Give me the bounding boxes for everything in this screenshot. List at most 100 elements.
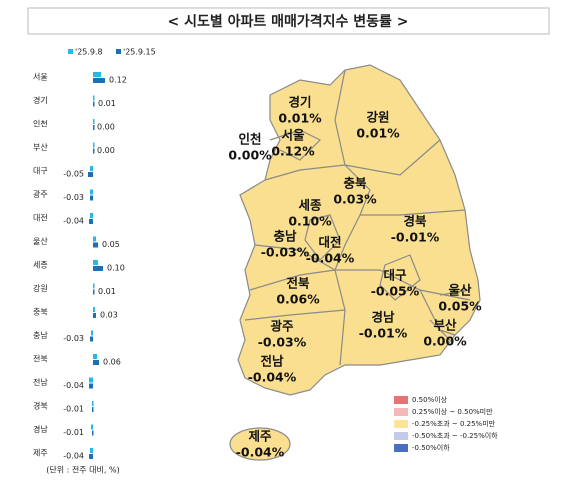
map: [229, 64, 481, 461]
value-label: 0.10: [107, 264, 125, 273]
bar: [93, 142, 95, 148]
y-tick-label: 제주: [33, 449, 48, 458]
y-tick-label: 경북: [33, 401, 48, 411]
value-label: -0.03: [63, 334, 84, 343]
bar: [92, 401, 94, 406]
bar: [89, 383, 93, 389]
region-name: 전남: [260, 354, 284, 369]
region-name: 경남: [371, 310, 395, 325]
bar: [89, 454, 93, 459]
region-name: 전북: [286, 276, 310, 291]
map-legend-label: -0.50%이하: [412, 443, 450, 452]
bar: [93, 101, 95, 107]
region-value: -0.04%: [306, 251, 355, 266]
bar: [93, 242, 98, 248]
y-tick-label: 광주: [33, 189, 48, 199]
value-label: 0.06: [103, 358, 121, 367]
region-borders: [244, 69, 471, 366]
chart-title: < 시도별 아파트 매매가격지수 변동률 >: [167, 13, 408, 30]
y-tick-label: 전북: [33, 354, 48, 364]
bar: [92, 407, 94, 412]
region-value: 0.01%: [278, 111, 322, 126]
value-label: 0.00: [97, 146, 115, 155]
map-legend-swatch: [394, 420, 408, 428]
value-label: 0.01: [98, 287, 116, 296]
bar: [90, 336, 93, 342]
region-name: 광주: [270, 319, 294, 334]
value-label: 0.00: [97, 123, 115, 132]
region-name: 부산: [433, 318, 457, 333]
y-tick-label: 충남: [33, 331, 48, 340]
y-tick-label: 전남: [33, 377, 48, 387]
region-value: -0.03%: [258, 335, 307, 350]
region-value: -0.01%: [359, 326, 408, 341]
bar: [93, 260, 98, 265]
bar: [93, 354, 97, 359]
region-name: 제주: [248, 429, 272, 444]
value-label: -0.03: [63, 193, 84, 202]
bar: [91, 424, 93, 430]
value-label: 0.01: [98, 99, 116, 108]
region-value: -0.04%: [248, 370, 297, 385]
bar: [93, 95, 95, 101]
region-value: 0.10%: [288, 214, 332, 229]
bar: [93, 266, 103, 271]
bar: [93, 307, 95, 312]
map-legend-label: -0.50%초과 ~ -0.25%이하: [412, 431, 498, 440]
region-name: 경기: [288, 95, 311, 110]
y-tick-label: 대구: [33, 167, 48, 176]
region-value: -0.03%: [261, 245, 310, 260]
region-name: 인천: [238, 132, 261, 147]
value-label: -0.01: [63, 428, 84, 437]
bar: [93, 148, 95, 154]
bar: [93, 360, 99, 365]
y-tick-label: 세종: [33, 261, 48, 270]
region-name: 서울: [281, 128, 305, 143]
map-legend-swatch: [394, 396, 408, 404]
region-value: 0.03%: [333, 192, 377, 207]
y-tick-label: 울산: [33, 236, 48, 246]
map-legend-swatch: [394, 408, 408, 416]
bar: [89, 377, 93, 383]
mainland: [237, 64, 481, 396]
y-tick-label: 강원: [33, 283, 48, 293]
region-name: 대구: [383, 268, 407, 283]
jeju-island: [229, 427, 291, 461]
region-value: -0.01%: [391, 230, 440, 245]
region-value: -0.04%: [236, 445, 285, 460]
title-box: [27, 7, 550, 35]
bar: [89, 219, 93, 224]
bar: [93, 119, 95, 124]
bar: [90, 213, 93, 218]
value-label: -0.05: [63, 170, 84, 179]
bar: [92, 430, 94, 436]
region-value: -0.05%: [371, 284, 420, 299]
region-name: 대전: [318, 235, 341, 250]
bar: [93, 78, 105, 83]
map-legend-swatch: [394, 444, 408, 452]
region-name: 충북: [343, 176, 367, 191]
value-label: 0.05: [102, 240, 120, 249]
region-name: 경북: [403, 214, 427, 229]
region-value: 0.00%: [228, 148, 272, 163]
unit-note: (단위 : 전주 대비, %): [46, 465, 119, 475]
map-legend-label: 0.50%이상: [412, 395, 448, 404]
bar: [88, 172, 93, 177]
y-tick-label: 대전: [33, 213, 48, 223]
region-name: 세종: [298, 198, 322, 213]
region-value: 0.01%: [356, 126, 400, 141]
value-label: -0.04: [63, 217, 84, 226]
bar: [93, 283, 95, 289]
y-tick-label: 서울: [33, 73, 48, 82]
bar: [91, 330, 93, 336]
value-label: -0.04: [63, 452, 84, 461]
bar: [93, 72, 101, 77]
y-tick-label: 충북: [33, 308, 48, 317]
region-name: 강원: [366, 110, 389, 125]
bar: [93, 289, 95, 295]
value-label: 0.03: [100, 311, 118, 320]
map-legend-label: 0.25%이상 ~ 0.50%미만: [412, 407, 493, 416]
y-tick-label: 경남: [33, 424, 48, 434]
map-legend-label: -0.25%초과 ~ 0.25%미만: [412, 419, 496, 428]
